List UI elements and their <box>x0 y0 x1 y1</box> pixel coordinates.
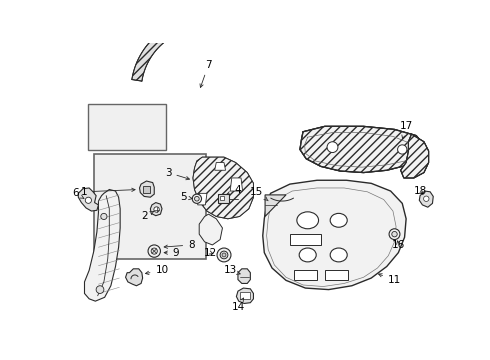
Polygon shape <box>401 134 429 178</box>
Ellipse shape <box>423 196 429 202</box>
Polygon shape <box>215 163 225 170</box>
Ellipse shape <box>195 197 199 201</box>
Text: 10: 10 <box>146 265 169 275</box>
Polygon shape <box>150 203 162 216</box>
Ellipse shape <box>85 197 92 203</box>
Text: 17: 17 <box>399 121 413 139</box>
Polygon shape <box>84 189 120 301</box>
Text: 4: 4 <box>227 185 241 195</box>
Text: 9: 9 <box>164 248 179 258</box>
Text: 12: 12 <box>203 248 217 258</box>
Ellipse shape <box>192 194 201 203</box>
Polygon shape <box>238 269 250 283</box>
Ellipse shape <box>154 207 159 212</box>
Bar <box>294 270 317 280</box>
Bar <box>88 104 166 150</box>
Bar <box>94 154 206 260</box>
Polygon shape <box>140 181 154 197</box>
Text: 13: 13 <box>223 265 240 275</box>
Text: 7: 7 <box>200 60 212 87</box>
Text: 5: 5 <box>180 192 193 202</box>
Ellipse shape <box>297 212 318 229</box>
Bar <box>325 270 348 280</box>
Text: 16: 16 <box>392 240 405 250</box>
Ellipse shape <box>397 145 407 154</box>
Text: 15: 15 <box>250 187 268 201</box>
Ellipse shape <box>151 248 157 254</box>
Polygon shape <box>193 157 253 219</box>
Bar <box>240 292 249 299</box>
Ellipse shape <box>327 142 338 153</box>
Polygon shape <box>263 180 406 289</box>
Ellipse shape <box>392 231 397 237</box>
Bar <box>220 197 224 200</box>
Polygon shape <box>265 195 286 216</box>
Bar <box>290 234 321 245</box>
Ellipse shape <box>330 248 347 262</box>
Polygon shape <box>132 19 195 81</box>
Text: 6: 6 <box>72 188 84 198</box>
Polygon shape <box>132 19 195 81</box>
Polygon shape <box>193 157 253 219</box>
Text: 8: 8 <box>164 240 195 250</box>
Polygon shape <box>419 191 433 207</box>
Polygon shape <box>78 188 98 211</box>
Polygon shape <box>300 126 424 172</box>
Ellipse shape <box>217 248 231 262</box>
Text: 18: 18 <box>414 186 427 196</box>
Ellipse shape <box>389 229 400 239</box>
Ellipse shape <box>220 251 228 259</box>
Ellipse shape <box>330 213 347 227</box>
Polygon shape <box>230 178 243 191</box>
Polygon shape <box>197 193 207 205</box>
Text: 3: 3 <box>165 167 190 180</box>
Ellipse shape <box>299 248 316 262</box>
Ellipse shape <box>101 213 107 220</box>
Bar <box>218 194 229 203</box>
Text: 11: 11 <box>379 274 401 285</box>
Ellipse shape <box>96 286 104 293</box>
Ellipse shape <box>222 253 226 257</box>
Text: 1: 1 <box>81 187 135 197</box>
Polygon shape <box>401 134 429 178</box>
Text: 2: 2 <box>142 211 154 221</box>
Bar <box>144 186 150 193</box>
Ellipse shape <box>148 245 160 257</box>
Text: 14: 14 <box>231 298 245 311</box>
Polygon shape <box>125 269 143 286</box>
Polygon shape <box>300 126 424 172</box>
Polygon shape <box>199 214 222 245</box>
Polygon shape <box>236 288 253 303</box>
